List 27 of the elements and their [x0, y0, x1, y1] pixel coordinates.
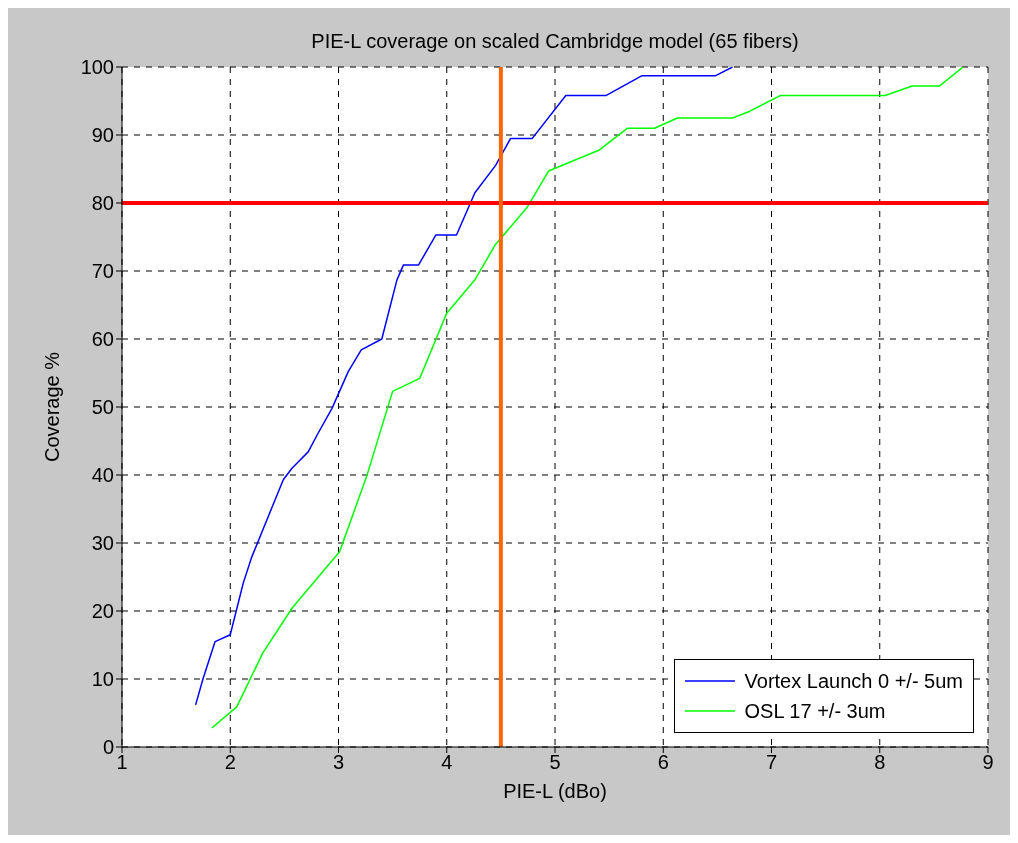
y-tick-label: 100 [80, 56, 114, 79]
x-tick-label: 6 [657, 751, 669, 774]
x-tick-label: 5 [549, 751, 561, 774]
x-tick-label: 7 [765, 751, 778, 774]
y-tick-label: 0 [102, 736, 114, 759]
y-tick-label: 90 [91, 124, 114, 147]
x-tick-label: 3 [332, 751, 345, 774]
line-series [194, 67, 734, 706]
y-tick-label: 70 [91, 260, 114, 283]
x-tick-label: 2 [224, 751, 236, 774]
x-tick-label: 1 [116, 751, 128, 774]
x-tick-label: 8 [874, 751, 886, 774]
y-tick-label: 60 [91, 328, 114, 351]
x-axis-title: PIE-L (dBo) [502, 780, 608, 803]
x-tick-label: 4 [441, 751, 453, 774]
chart-title: PIE-L coverage on scaled Cambridge model (65 fibers) [310, 30, 800, 53]
y-tick-label: 20 [91, 600, 114, 623]
legend-label: OSL 17 +/- 3um [744, 699, 886, 723]
y-tick-label: 10 [91, 668, 114, 691]
line-series [211, 67, 964, 729]
y-axis-title: Coverage % [40, 351, 64, 463]
y-tick-label: 50 [91, 396, 114, 419]
legend-label: Vortex Launch 0 +/- 5um [744, 669, 963, 693]
y-tick-label: 80 [91, 192, 114, 215]
y-tick-label: 40 [91, 464, 114, 487]
x-tick-label: 9 [982, 751, 994, 774]
y-tick-label: 30 [91, 532, 114, 555]
